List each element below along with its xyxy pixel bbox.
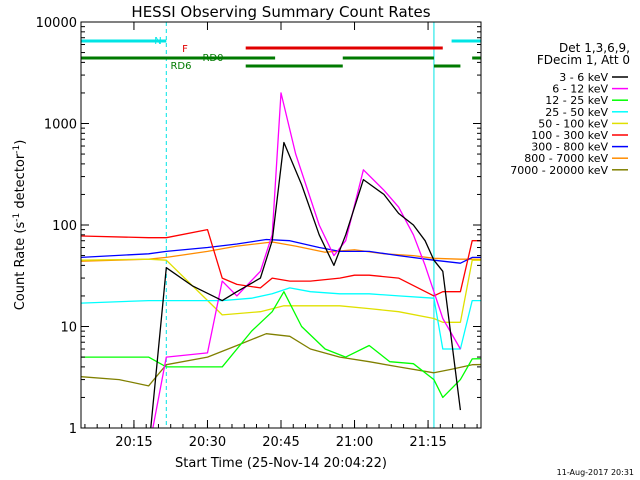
y-axis-label-end: ) <box>13 140 28 145</box>
chart-title: HESSI Observing Summary Count Rates <box>131 3 430 21</box>
flag-label-n: N <box>154 36 161 47</box>
plot-frame <box>80 21 482 429</box>
flag-label-rd6: RD6 <box>170 61 191 72</box>
legend-label-0: 3 - 6 keV <box>559 71 608 84</box>
flag-label-rd0: RD0 <box>202 53 223 64</box>
legend-label-8: 7000 - 20000 keV <box>510 164 608 177</box>
legend-label-2: 12 - 25 keV <box>545 94 608 107</box>
y-axis-label-main: Count Rate (s <box>13 222 28 311</box>
series-line-100-300keV <box>81 228 481 297</box>
series-line-3-6keV <box>150 141 462 428</box>
legend-header-line-1: Det 1,3,6,9, <box>559 41 630 55</box>
series-line-6-12keV <box>152 92 461 428</box>
legend-label-7: 800 - 7000 keV <box>524 152 608 165</box>
legend-label-5: 100 - 300 keV <box>531 129 608 142</box>
timestamp: 11-Aug-2017 20:31 <box>557 468 634 477</box>
y-tick-label-4: 10000 <box>36 16 77 31</box>
legend-label-3: 25 - 50 keV <box>545 106 608 119</box>
legend-label-6: 300 - 800 keV <box>531 141 608 154</box>
y-axis-label-sup: -1 <box>12 213 22 222</box>
series-line-50-100keV <box>81 258 481 323</box>
x-tick-label-2: 20:45 <box>262 435 299 450</box>
y-axis-label-mid: detector <box>13 153 28 213</box>
x-tick-label-1: 20:30 <box>189 435 226 450</box>
x-axis-label: Start Time (25-Nov-14 20:04:22) <box>175 456 387 471</box>
axis-ticks: 20:15 20:30 20:45 21:00 21:15 1 10 100 1000 10000 <box>36 16 481 450</box>
y-tick-label-2: 100 <box>52 219 77 234</box>
series-line-25-50keV <box>81 287 481 350</box>
y-axis-label: Count Rate (s-1 detector-1) <box>12 140 28 311</box>
legend-header-line-2: FDecim 1, Att 0 <box>537 53 630 67</box>
legend-label-1: 6 - 12 keV <box>552 83 608 96</box>
y-axis-label-sup2: -1 <box>12 145 22 154</box>
x-tick-label-4: 21:15 <box>409 435 446 450</box>
y-tick-label-1: 10 <box>60 321 77 336</box>
series-line-300-800keV <box>81 238 481 264</box>
series-line-800-7000keV <box>81 241 481 262</box>
series-line-12-25keV <box>81 291 481 399</box>
legend-label-4: 50 - 100 keV <box>538 117 608 130</box>
series-line-7000-20000keV <box>81 333 481 387</box>
y-tick-label-0: 1 <box>69 422 77 437</box>
y-tick-label-3: 1000 <box>44 118 77 133</box>
x-tick-label-0: 20:15 <box>115 435 152 450</box>
x-tick-label-3: 21:00 <box>336 435 373 450</box>
legend: Det 1,3,6,9, FDecim 1, Att 0 3 - 6 keV6 … <box>510 41 630 177</box>
flag-label-f: F <box>182 44 188 55</box>
plot-area <box>81 22 481 428</box>
